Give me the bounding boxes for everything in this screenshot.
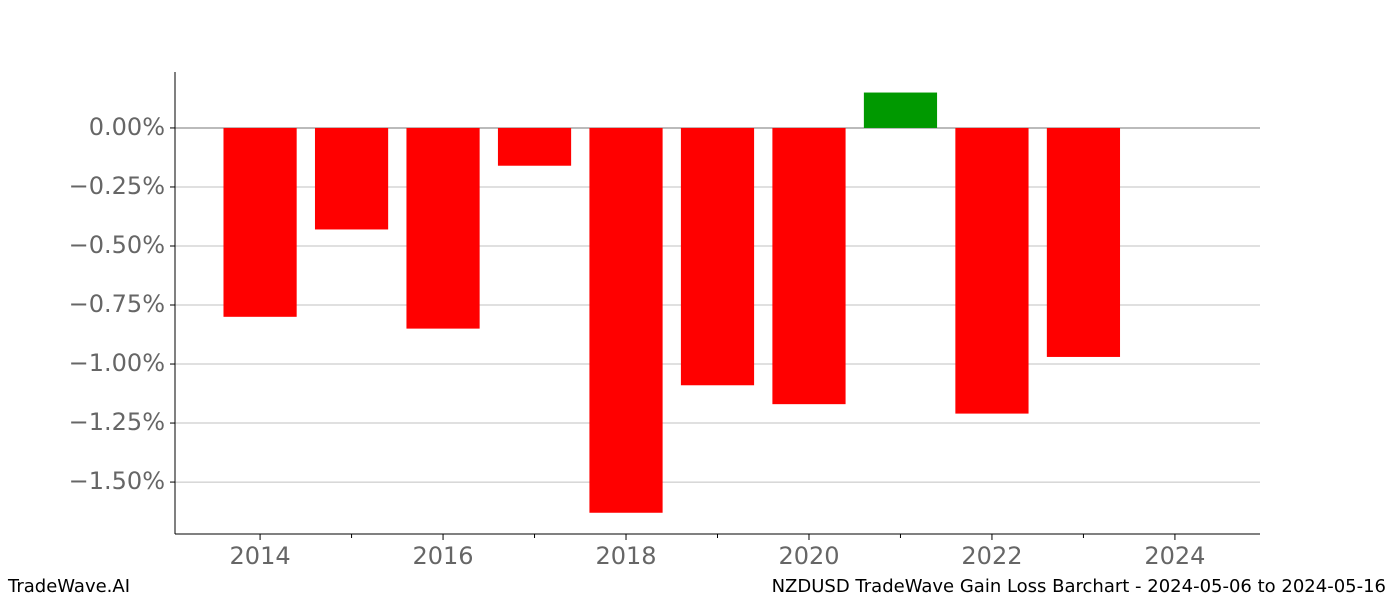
y-tick-label: −0.50% <box>69 231 165 259</box>
y-tick-label: −0.75% <box>69 290 165 318</box>
x-tick-label: 2020 <box>778 542 839 570</box>
bar <box>680 127 755 386</box>
brand: TradeWave.AI <box>7 576 130 597</box>
bar <box>223 127 297 317</box>
bar <box>955 127 1029 414</box>
x-tick-label: 2022 <box>961 542 1022 570</box>
x-tick-label: 2018 <box>595 542 656 570</box>
x-tick-label: 2014 <box>230 542 291 570</box>
bar <box>406 127 480 329</box>
x-tick-label: 2024 <box>1144 542 1205 570</box>
y-tick-label: −0.25% <box>69 172 165 200</box>
bar <box>497 127 572 166</box>
y-tick-label: −1.25% <box>69 408 165 436</box>
y-tick-label: 0.00% <box>89 113 165 141</box>
bar <box>589 127 663 513</box>
x-tick-label: 2016 <box>413 542 474 570</box>
bar <box>314 127 389 230</box>
chart-title: NZDUSD TradeWave Gain Loss Barchart - 20… <box>772 576 1386 597</box>
bar <box>1046 127 1121 357</box>
y-tick-label: −1.50% <box>69 467 165 495</box>
bar <box>863 92 938 128</box>
bar <box>772 127 846 405</box>
y-tick-label: −1.00% <box>69 349 165 377</box>
